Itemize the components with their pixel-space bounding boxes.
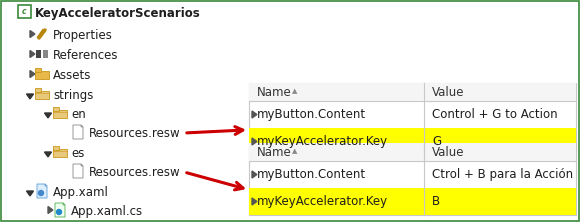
Bar (249, 188, 424, 215)
Text: en: en (71, 107, 86, 121)
Polygon shape (27, 94, 34, 99)
Text: Name: Name (257, 145, 292, 159)
Bar (249, 128, 424, 155)
Polygon shape (30, 71, 35, 77)
Polygon shape (30, 50, 35, 57)
Text: c: c (22, 8, 26, 16)
Polygon shape (73, 164, 83, 178)
Text: Assets: Assets (53, 69, 92, 81)
Text: Value: Value (432, 145, 465, 159)
Polygon shape (30, 30, 35, 38)
Bar (36, 50, 41, 58)
Polygon shape (55, 203, 65, 217)
Polygon shape (45, 184, 47, 186)
Bar (17, 6, 31, 18)
Bar (249, 83, 576, 155)
Bar (53, 110, 67, 118)
Bar (424, 188, 576, 215)
Bar (35, 88, 41, 92)
Circle shape (38, 190, 44, 196)
Polygon shape (45, 113, 52, 118)
Bar (53, 107, 59, 111)
Text: References: References (53, 48, 118, 61)
Polygon shape (27, 191, 34, 196)
Text: B: B (432, 195, 440, 208)
Text: ▲: ▲ (292, 88, 298, 94)
Polygon shape (252, 198, 257, 205)
Bar (53, 146, 59, 150)
Polygon shape (252, 171, 257, 178)
Text: myKeyAccelerator.Key: myKeyAccelerator.Key (257, 195, 388, 208)
Bar (249, 143, 576, 161)
Text: Control + G to Action: Control + G to Action (432, 108, 557, 121)
Polygon shape (252, 138, 257, 145)
Bar (249, 143, 576, 215)
Text: myButton.Content: myButton.Content (257, 168, 366, 181)
Bar (53, 149, 67, 157)
Text: App.xaml: App.xaml (53, 186, 109, 198)
Polygon shape (63, 203, 65, 205)
Text: strings: strings (53, 89, 93, 101)
Text: Value: Value (432, 85, 465, 99)
Polygon shape (252, 111, 257, 118)
Bar (35, 91, 49, 99)
Polygon shape (81, 164, 83, 166)
Polygon shape (48, 206, 53, 214)
Text: es: es (71, 147, 84, 159)
Circle shape (56, 210, 61, 214)
Bar (43, 50, 48, 58)
Text: Resources.resw: Resources.resw (89, 165, 180, 178)
Polygon shape (45, 152, 52, 157)
Text: myKeyAccelerator.Key: myKeyAccelerator.Key (257, 135, 388, 148)
Polygon shape (81, 125, 83, 127)
Text: App.xaml.cs: App.xaml.cs (71, 204, 143, 218)
Text: Ctrol + B para la Acción: Ctrol + B para la Acción (432, 168, 573, 181)
Bar (249, 83, 576, 101)
Bar (35, 68, 41, 72)
Text: Resources.resw: Resources.resw (89, 127, 180, 139)
Text: KeyAcceleratorScenarios: KeyAcceleratorScenarios (35, 6, 201, 20)
Polygon shape (73, 125, 83, 139)
Text: ▲: ▲ (292, 148, 298, 154)
Text: Name: Name (257, 85, 292, 99)
Text: G: G (432, 135, 441, 148)
Bar (35, 71, 49, 79)
Text: myButton.Content: myButton.Content (257, 108, 366, 121)
Polygon shape (37, 184, 47, 198)
Text: Properties: Properties (53, 28, 113, 42)
Bar (424, 128, 576, 155)
